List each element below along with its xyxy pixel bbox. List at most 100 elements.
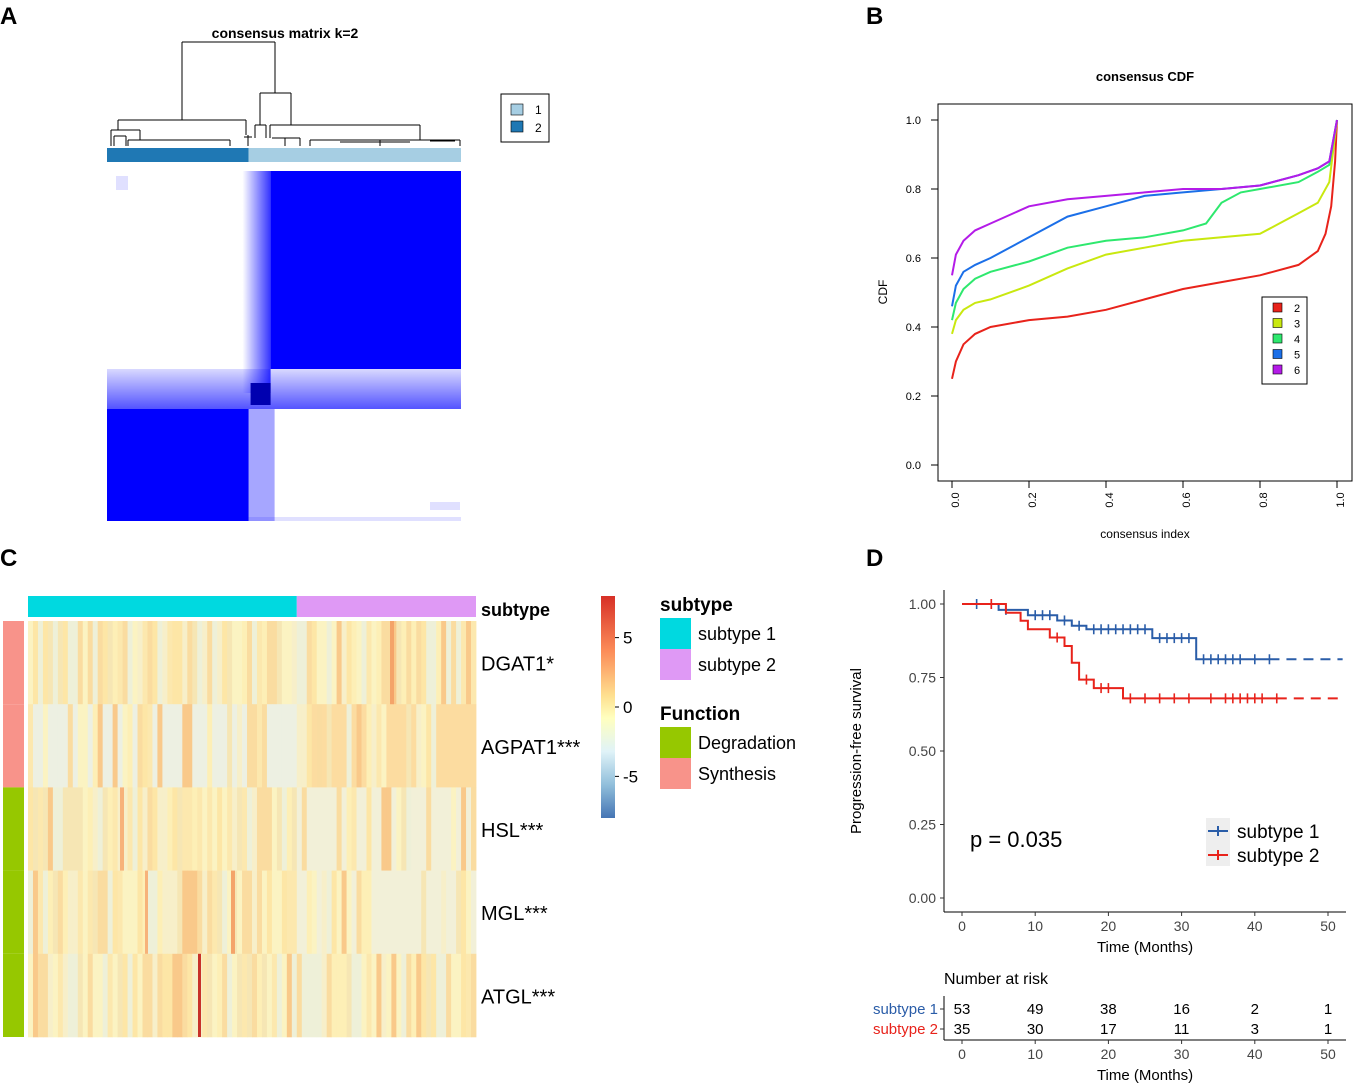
colorbar-tick-label-2: -5 <box>623 767 638 786</box>
gene-label-3: MGL*** <box>481 903 548 925</box>
heatmap-cell <box>127 870 133 955</box>
heatmap-cell <box>346 870 352 955</box>
heatmap-cell <box>336 621 342 705</box>
heatmap-cell <box>291 704 298 788</box>
heatmap-cell <box>276 787 283 871</box>
heatmap-cell <box>117 621 123 705</box>
heatmap-cell <box>192 704 198 788</box>
heatmap-cell <box>142 787 148 871</box>
matrix-edge-vertical <box>242 171 271 393</box>
heatmap-cell <box>296 621 303 705</box>
heatmap-cell <box>122 870 128 955</box>
heatmap-cell <box>401 787 407 871</box>
heatmap-cell <box>261 870 268 955</box>
heatmap-cell <box>47 787 54 871</box>
heatmap-cell <box>466 870 472 955</box>
heatmap-cell <box>227 870 233 955</box>
heatmap-cell <box>256 870 263 955</box>
heatmap-cell <box>97 953 104 1038</box>
km-xtick-label-3: 30 <box>1174 918 1190 934</box>
heatmap-cell <box>77 953 84 1038</box>
gene-label-4: ATGL*** <box>481 986 555 1008</box>
km-xtick-label-1: 10 <box>1027 918 1043 934</box>
heatmap-legends: subtype subtype 1 subtype 2 Function Degrada… <box>660 595 796 789</box>
legend-label-1-1: Synthesis <box>698 764 776 784</box>
heatmap-cell <box>92 953 99 1038</box>
cdf-legend-swatch-4 <box>1272 333 1283 344</box>
expression-colorbar: 5 0 -5 <box>601 596 638 818</box>
risk-xtick-label-4: 40 <box>1247 1046 1263 1062</box>
heatmap-cell <box>197 704 203 788</box>
km-ylabel: Progression-free survival <box>848 668 865 834</box>
cdf-axes: 0.0 0.2 0.4 0.6 0.8 1.0 0.0 0.2 0.4 0.6 0.8 1.0 <box>906 115 1347 508</box>
heatmap-cell <box>276 621 283 705</box>
heatmap-cell <box>441 787 447 871</box>
consensus-cdf-panel: consensus CDF 0.00.20.40.60.81.00.0 0.2 0.… <box>876 69 1353 541</box>
heatmap-cell <box>341 704 347 788</box>
heatmap-cell <box>177 704 183 788</box>
heatmap-cell <box>356 953 362 1038</box>
heatmap-cell <box>57 704 64 788</box>
heatmap-cell <box>291 787 298 871</box>
gene-row-labels: DGAT1* AGPAT1*** HSL*** MGL*** ATGL*** <box>481 654 581 1009</box>
km-legend-label-1: subtype 1 <box>1237 822 1319 843</box>
heatmap-accent-5 <box>198 953 201 1037</box>
heatmap-cell <box>132 953 138 1038</box>
heatmap-cell <box>426 621 432 705</box>
heatmap-cell <box>187 953 193 1038</box>
heatmap-cell <box>331 953 338 1038</box>
heatmap-cell <box>232 787 238 871</box>
heatmap-cell <box>247 704 253 788</box>
heatmap-cell <box>426 704 432 788</box>
heatmap-cell <box>67 621 74 705</box>
heatmap-cell <box>406 953 412 1038</box>
heatmap-cell <box>28 704 34 788</box>
heatmap-cell <box>157 870 163 955</box>
heatmap-cell <box>316 953 323 1038</box>
km-xtick-label-2: 20 <box>1101 918 1117 934</box>
heatmap-cell <box>227 787 233 871</box>
heatmap-cell <box>127 704 133 788</box>
heatmap-cell <box>456 787 462 871</box>
cdf-ytick-label-2: 0.4 <box>906 322 921 334</box>
heatmap-cell <box>247 953 253 1038</box>
heatmap-cell <box>441 870 447 955</box>
km-curve-2 <box>962 603 1277 700</box>
heatmap-cell <box>266 621 273 705</box>
heatmap-cell <box>456 704 462 788</box>
heatmap-cell <box>461 953 467 1038</box>
cdf-legend-label-4: 4 <box>1294 334 1300 346</box>
heatmap-cell <box>252 704 258 788</box>
heatmap-cell <box>242 787 248 871</box>
heatmap-cell <box>461 870 467 955</box>
heatmap-cell <box>411 704 417 788</box>
cdf-legend-label-5: 5 <box>1294 350 1300 362</box>
heatmap-cell <box>451 953 457 1038</box>
heatmap-cell <box>371 953 377 1038</box>
heatmap-cell <box>42 621 49 705</box>
heatmap-cell <box>37 704 44 788</box>
heatmap-cell <box>331 870 338 955</box>
heatmap-cell <box>451 621 457 705</box>
heatmap-cell <box>152 870 158 955</box>
gene-label-1: AGPAT1*** <box>481 737 581 759</box>
panel-label-a: A <box>0 3 17 30</box>
heatmap-cell <box>296 953 303 1038</box>
heatmap-cell <box>341 870 347 955</box>
heatmap-cell <box>112 953 118 1038</box>
heatmap-cell <box>311 621 318 705</box>
heatmap-cell <box>137 870 143 955</box>
heatmap-cell <box>227 621 233 705</box>
heatmap-cell <box>401 621 407 705</box>
heatmap-cell <box>346 704 352 788</box>
heatmap-cell <box>67 953 74 1038</box>
heatmap-accent-2 <box>120 787 124 871</box>
heatmap-cell <box>202 704 208 788</box>
heatmap-cell <box>471 870 477 955</box>
heatmap-cell <box>341 953 347 1038</box>
heatmap-cell <box>37 787 44 871</box>
heatmap-cell <box>152 787 158 871</box>
heatmap-cell <box>137 787 143 871</box>
heatmap-cell <box>336 704 342 788</box>
heatmap-cell <box>177 870 183 955</box>
